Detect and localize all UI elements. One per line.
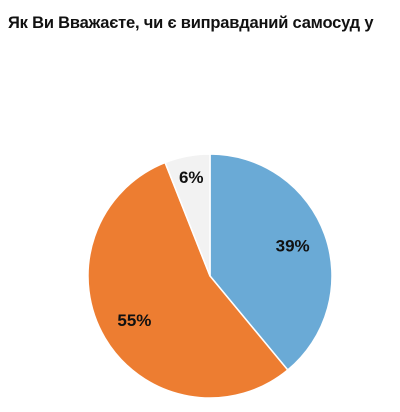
- pie-slice-2: [164, 153, 211, 277]
- pie-slice-label-0: 39%: [276, 237, 310, 256]
- pie-slice-1: [87, 161, 289, 399]
- pie-labels: 39% 55% 6%: [117, 168, 309, 330]
- chart-title: Як Ви Вважаєте, чи є виправданий самосуд…: [8, 14, 374, 32]
- pie-slice-label-2: 6%: [179, 168, 204, 187]
- pie-slices: [87, 153, 333, 399]
- pie-slice-label-1: 55%: [117, 311, 151, 330]
- pie-slice-0: [209, 153, 333, 372]
